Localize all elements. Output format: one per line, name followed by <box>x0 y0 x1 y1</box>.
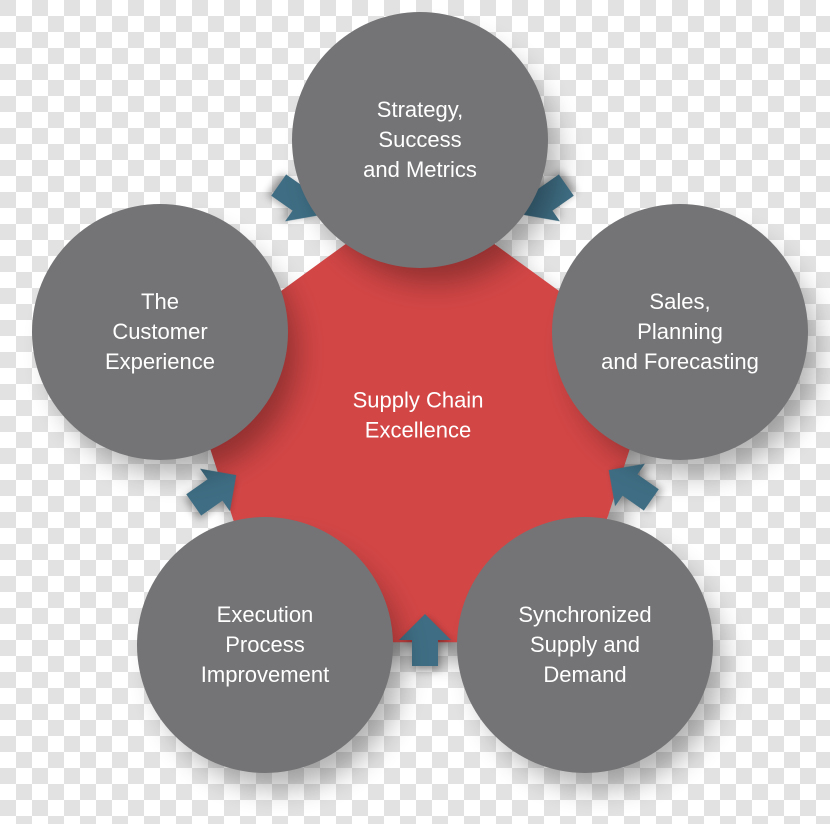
diagram-stage: Supply Chain Excellence Strategy, Succes… <box>0 0 830 824</box>
node-label-customer: The Customer Experience <box>105 287 215 376</box>
node-label-sync: Synchronized Supply and Demand <box>518 600 651 689</box>
node-execution: Execution Process Improvement <box>137 517 393 773</box>
node-sales: Sales, Planning and Forecasting <box>552 204 808 460</box>
node-customer: The Customer Experience <box>32 204 288 460</box>
node-label-execution: Execution Process Improvement <box>201 600 329 689</box>
node-strategy: Strategy, Success and Metrics <box>292 12 548 268</box>
center-label: Supply Chain Excellence <box>353 385 484 444</box>
node-label-sales: Sales, Planning and Forecasting <box>601 287 759 376</box>
node-sync: Synchronized Supply and Demand <box>457 517 713 773</box>
cycle-arrow-3 <box>399 614 451 666</box>
node-label-strategy: Strategy, Success and Metrics <box>363 95 477 184</box>
